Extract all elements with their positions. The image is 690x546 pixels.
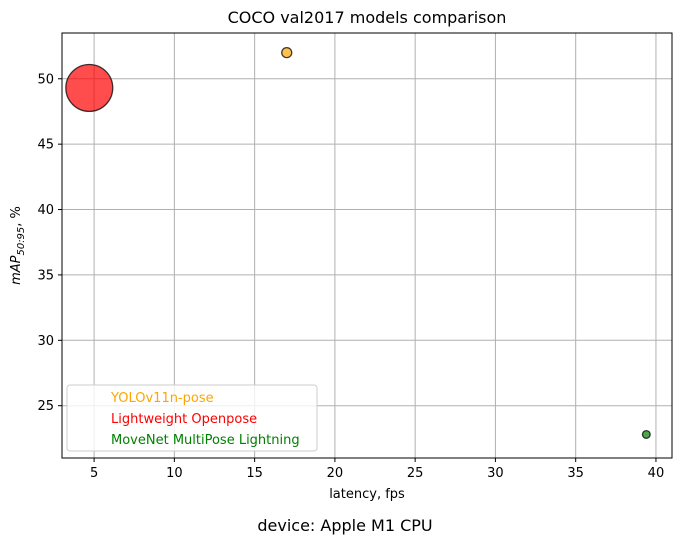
legend-entry-1: Lightweight Openpose <box>111 412 257 427</box>
y-axis-label: mAP50:95, % <box>9 206 27 285</box>
x-tick-label: 40 <box>648 466 665 481</box>
axis-ticks: 5 10 15 20 25 30 35 40 25 30 35 40 45 50 <box>37 72 664 481</box>
legend: YOLOv11n-pose Lightweight Openpose MoveNet… <box>66 384 318 452</box>
x-tick-label: 30 <box>487 466 504 481</box>
legend-entry-0: YOLOv11n-pose <box>110 391 214 406</box>
y-tick-label: 50 <box>37 72 54 87</box>
data-point-2 <box>641 429 651 439</box>
legend-box <box>66 384 318 452</box>
data-point-1 <box>65 63 114 113</box>
y-tick-label: 35 <box>37 268 54 283</box>
y-tick-label: 30 <box>37 334 54 349</box>
device-caption: device: Apple M1 CPU <box>257 516 432 535</box>
data-point-0 <box>281 46 293 59</box>
y-tick-label: 40 <box>37 203 54 218</box>
y-axis-label-main: mAP <box>9 255 24 285</box>
x-tick-label: 15 <box>246 466 263 481</box>
plot-frame <box>61 32 673 459</box>
grid <box>62 33 672 458</box>
y-axis-label-subscript: 50:95 <box>16 227 27 256</box>
y-tick-label: 45 <box>37 138 54 153</box>
data-points <box>65 46 651 439</box>
y-tick-label: 25 <box>37 399 54 414</box>
y-axis-label-suffix: , % <box>9 206 24 227</box>
chart-title: COCO val2017 models comparison <box>228 8 507 27</box>
x-tick-label: 5 <box>90 466 98 481</box>
x-axis-label: latency, fps <box>329 487 405 502</box>
x-tick-label: 10 <box>166 466 183 481</box>
x-tick-label: 35 <box>567 466 584 481</box>
x-tick-label: 25 <box>407 466 424 481</box>
x-tick-label: 20 <box>327 466 344 481</box>
legend-entry-2: MoveNet MultiPose Lightning <box>111 433 300 448</box>
